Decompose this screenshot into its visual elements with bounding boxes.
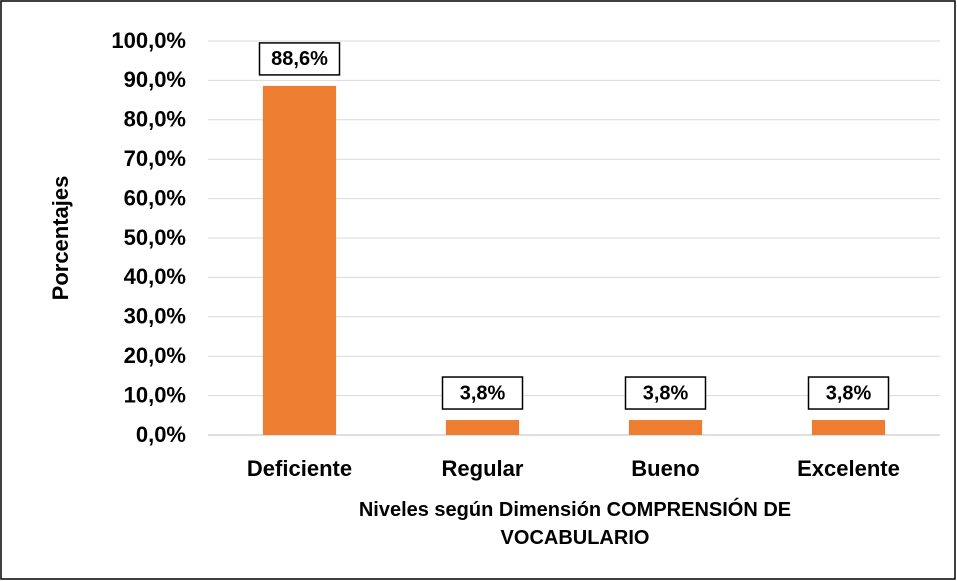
y-tick-label: 100,0% [111,28,186,53]
x-tick-label: Bueno [631,456,699,481]
data-label: 3,8% [460,382,506,404]
data-label: 3,8% [643,382,689,404]
y-tick-label: 90,0% [124,67,186,92]
y-tick-label: 60,0% [124,185,186,210]
y-tick-label: 50,0% [124,225,186,250]
x-tick-label: Deficiente [247,456,352,481]
y-tick-label: 0,0% [136,422,186,447]
data-label-box [807,376,890,410]
data-label-box [258,42,341,76]
y-tick-label: 30,0% [124,304,186,329]
bar [811,420,886,435]
data-label-box [624,376,707,410]
data-label: 88,6% [271,48,328,70]
bar [262,85,337,435]
y-tick-label: 40,0% [124,264,186,289]
data-label: 3,8% [826,382,872,404]
data-label-box [441,376,524,410]
y-tick-label: 10,0% [124,382,186,407]
x-tick-label: Excelente [797,456,900,481]
y-tick-label: 70,0% [124,146,186,171]
bar [628,420,703,435]
x-axis-title: Niveles según Dimensión COMPRENSIÓN DE V… [358,499,792,549]
y-tick-label: 80,0% [124,107,186,132]
bar [445,420,520,435]
x-tick-label: Regular [442,456,524,481]
y-axis-title: Porcentajes [48,176,73,301]
y-tick-label: 20,0% [124,343,186,368]
